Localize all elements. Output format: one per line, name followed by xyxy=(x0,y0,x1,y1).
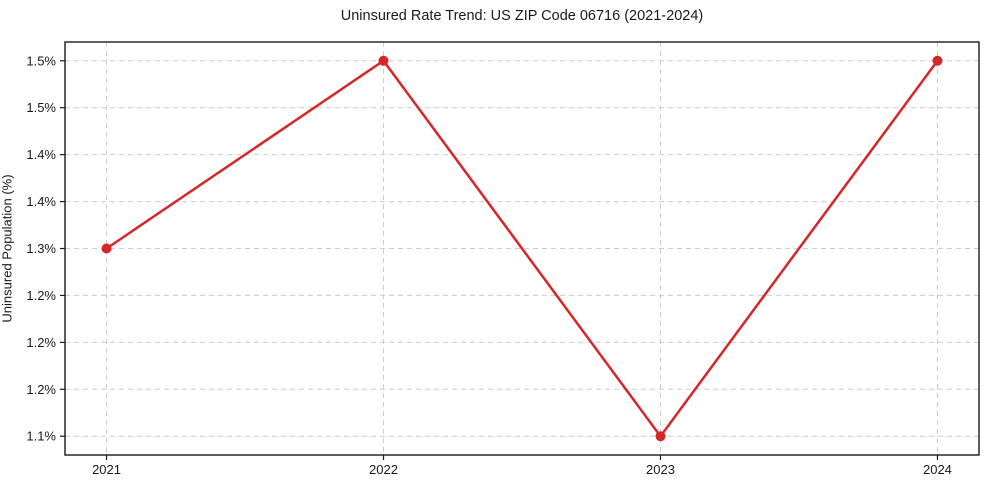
y-tick-label: 1.2% xyxy=(26,335,56,350)
chart-title: Uninsured Rate Trend: US ZIP Code 06716 … xyxy=(340,8,704,24)
y-tick-label: 1.4% xyxy=(26,147,56,162)
x-tick-label: 2022 xyxy=(369,462,398,477)
y-tick-label: 1.5% xyxy=(26,53,56,68)
trend-line xyxy=(105,59,939,438)
y-tick-label: 1.2% xyxy=(26,382,56,397)
plot-border xyxy=(64,41,980,456)
data-point-marker xyxy=(101,243,112,254)
y-tick-label: 1.3% xyxy=(26,241,56,256)
data-point-marker xyxy=(932,55,943,66)
y-tick-label: 1.4% xyxy=(26,194,56,209)
x-tick-label: 2023 xyxy=(646,462,675,477)
data-point-marker xyxy=(655,431,666,442)
y-tick-label: 1.1% xyxy=(26,429,56,444)
x-tick-label: 2024 xyxy=(923,462,952,477)
data-point-marker xyxy=(378,55,389,66)
x-tick-label: 2021 xyxy=(92,462,121,477)
y-tick-label: 1.5% xyxy=(26,100,56,115)
y-tick-label: 1.2% xyxy=(26,288,56,303)
